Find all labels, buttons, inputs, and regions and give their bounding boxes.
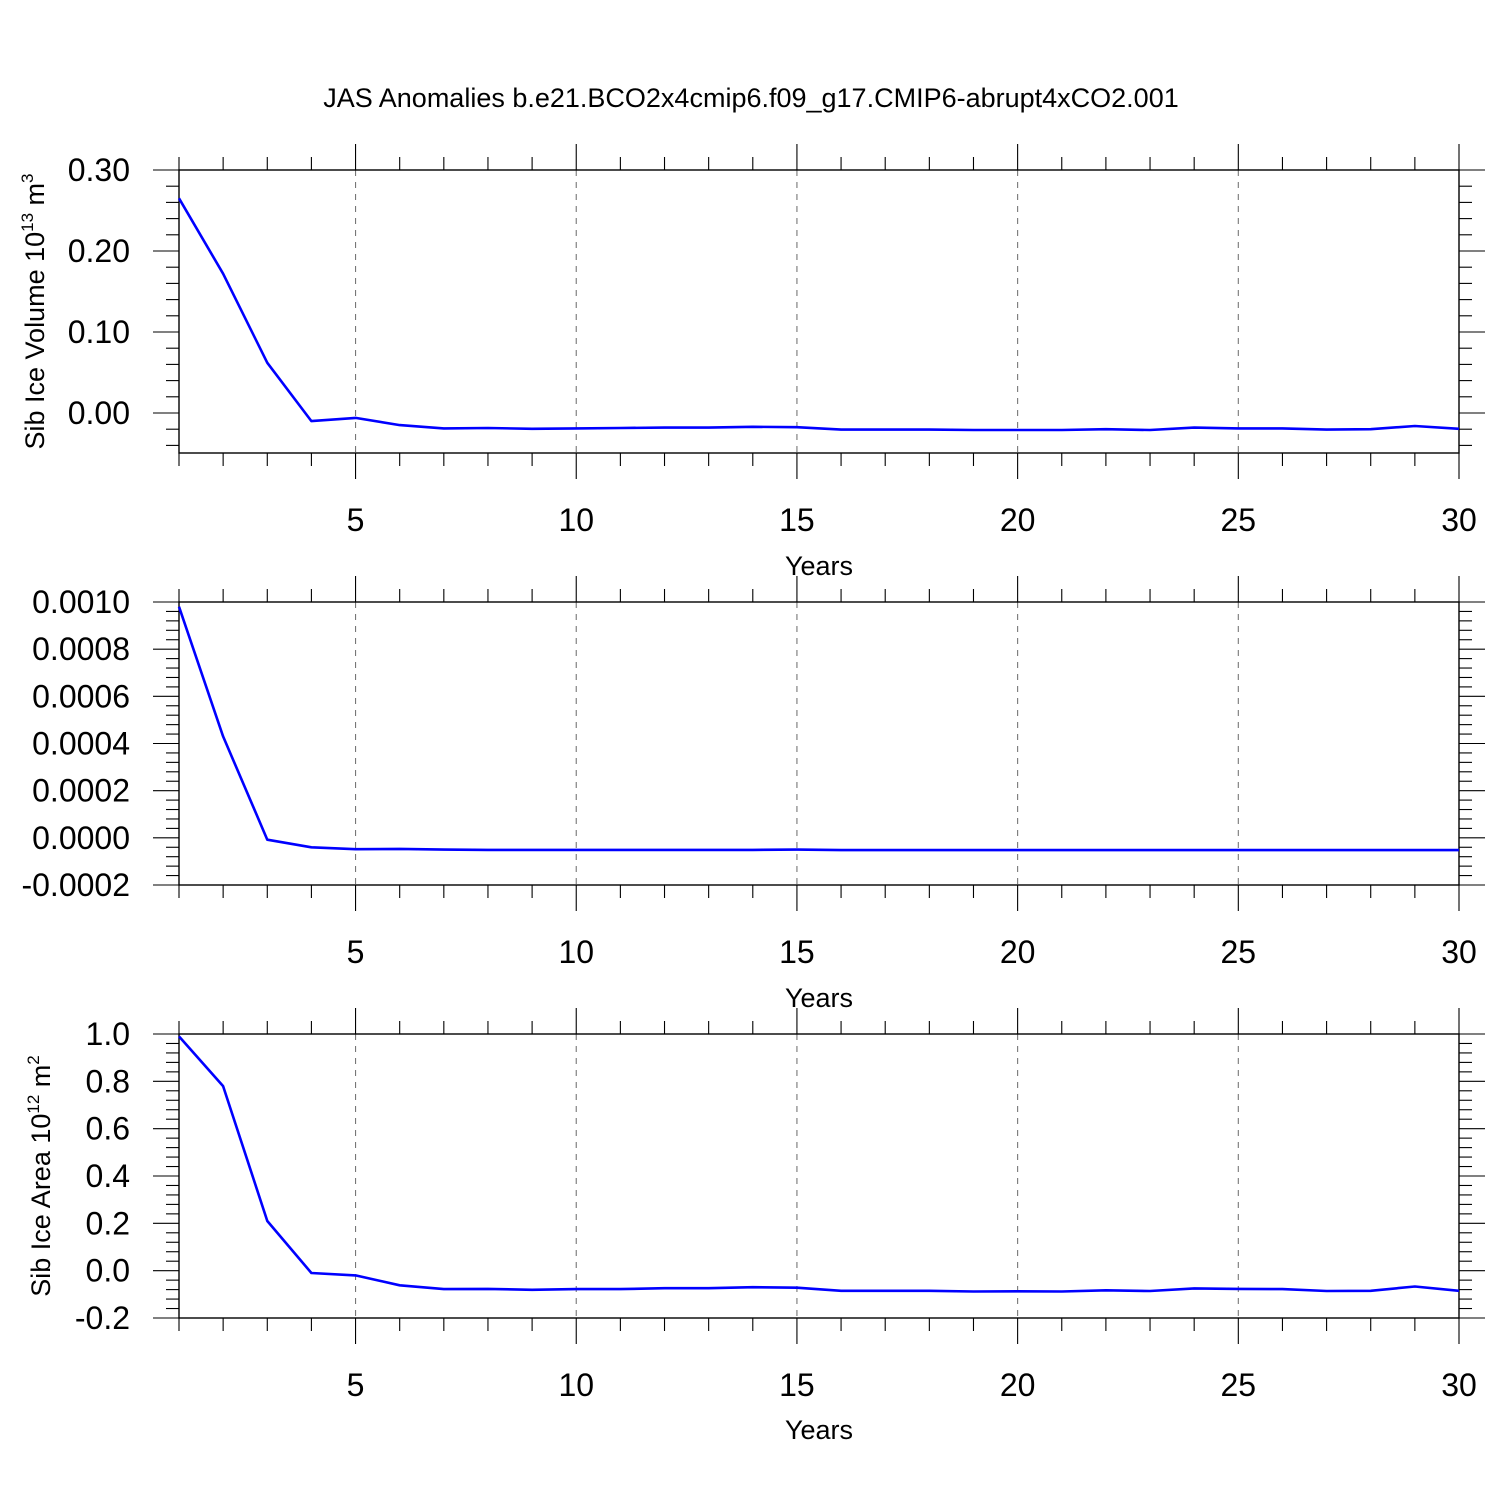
series-line: [178, 1035, 1460, 1293]
y-tick-label: 0.2: [86, 1205, 130, 1241]
y-tick-label: 0.00: [68, 395, 130, 431]
y-tick-label: 0.20: [68, 233, 130, 269]
x-tick-label: 25: [1221, 502, 1257, 538]
x-tick-label: 15: [779, 502, 815, 538]
panel-2: 0.0010 0.0008 0.0006 0.0004 0.0002 0.0000 -0.0…: [21, 576, 1485, 1013]
y-tick-label: 0.0008: [32, 631, 130, 667]
x-tick-label: 15: [779, 1367, 815, 1403]
y-axis-label: Sib Ice Volume 1013 m3: [18, 173, 50, 449]
x-tick-label: 30: [1441, 502, 1477, 538]
y-tick-label: 0.10: [68, 314, 130, 350]
x-tick-label: 5: [347, 1367, 365, 1403]
chart-title: JAS Anomalies b.e21.BCO2x4cmip6.f09_g17.…: [323, 83, 1178, 113]
plot-frame: [178, 169, 1460, 454]
x-tick-label: 20: [1000, 502, 1036, 538]
x-tick-label: 20: [1000, 934, 1036, 970]
y-tick-label: 0.0000: [32, 820, 130, 856]
x-tick-label: 10: [558, 934, 594, 970]
y-tick-label: -0.2: [75, 1300, 130, 1336]
x-tick-label: 15: [779, 934, 815, 970]
y-tick-label: 0.30: [68, 152, 130, 188]
y-tick-label: 0.0: [86, 1253, 130, 1289]
x-axis-label: Years: [785, 983, 853, 1013]
y-tick-label: 0.8: [86, 1063, 130, 1099]
plot-frame: [178, 1033, 1460, 1319]
panels: 0.30 0.20 0.10 0.00 5 10 15 20 25 30 Years Sib Ice …: [18, 144, 1485, 1445]
y-tick-label: 1.0: [86, 1016, 130, 1052]
y-axis-label: Sib Ice Area 1012 m2: [24, 1055, 56, 1297]
x-tick-label: 10: [558, 1367, 594, 1403]
x-tick-label: 30: [1441, 934, 1477, 970]
x-tick-label: 25: [1221, 1367, 1257, 1403]
x-tick-label: 30: [1441, 1367, 1477, 1403]
x-axis-label: Years: [785, 1415, 853, 1445]
y-tick-label: -0.0002: [21, 867, 130, 903]
x-axis-label: Years: [785, 551, 853, 581]
y-tick-label: 0.0010: [32, 584, 130, 620]
x-tick-label: 5: [347, 934, 365, 970]
series-line: [177, 606, 1459, 852]
y-tick-label: 0.4: [86, 1158, 130, 1194]
x-tick-label: 10: [558, 502, 594, 538]
series-line: [177, 197, 1460, 432]
x-tick-label: 20: [1000, 1367, 1036, 1403]
plot-frame: [178, 601, 1460, 886]
y-tick-label: 0.6: [86, 1111, 130, 1147]
x-tick-label: 25: [1221, 934, 1257, 970]
y-tick-label: 0.0002: [32, 773, 130, 809]
x-tick-label: 5: [347, 502, 365, 538]
panel-3: 1.0 0.8 0.6 0.4 0.2 0.0 -0.2 5 10 15 20 25 30 Years Si…: [24, 1008, 1485, 1445]
y-tick-label: 0.0006: [32, 678, 130, 714]
y-tick-label: 0.0004: [32, 726, 130, 762]
panel-1: 0.30 0.20 0.10 0.00 5 10 15 20 25 30 Years Sib Ice …: [18, 144, 1485, 581]
